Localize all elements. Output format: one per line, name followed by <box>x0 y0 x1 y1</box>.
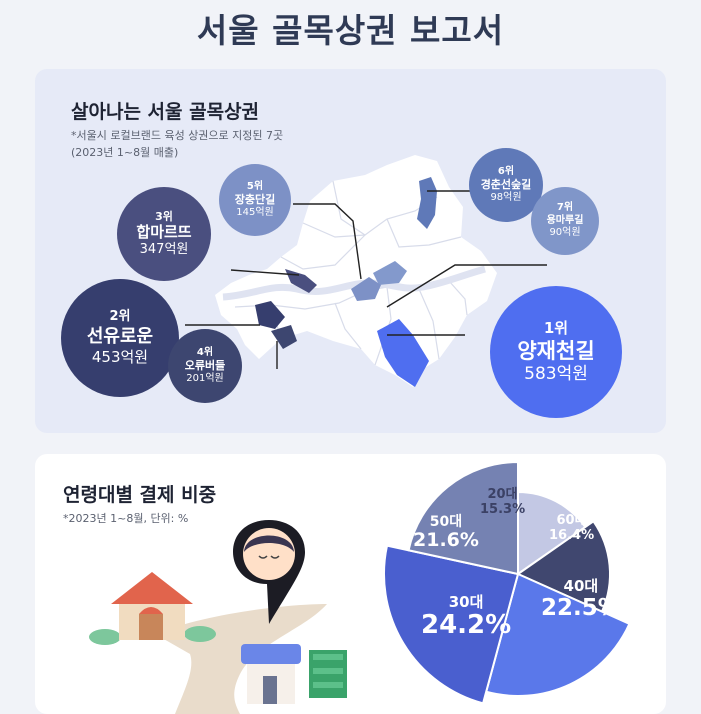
bubble-rank-1: 1위 양재천길 583억원 <box>490 286 622 418</box>
pie-note: *2023년 1~8월, 단위: % <box>63 512 189 525</box>
bubble-rank-3: 3위 합마르뜨 347억원 <box>117 187 211 281</box>
pct-label: 15.3% <box>480 501 526 517</box>
age-label: 60대 <box>556 513 587 528</box>
area-name: 오류버들 <box>184 359 226 373</box>
page-title: 서울 골목상권 보고서 <box>196 11 505 50</box>
bubble-rank-5: 5위 장충단길 145억원 <box>219 164 291 236</box>
area-value: 347억원 <box>139 242 189 258</box>
map-note-1: *서울시 로컬브랜드 육성 상권으로 지정된 7곳 <box>71 129 284 142</box>
pct-label: 16.4% <box>549 527 595 543</box>
district-seonyu <box>255 301 285 329</box>
district-yongmaru <box>373 261 407 285</box>
district-yangjae <box>377 319 429 387</box>
pie-label-40s: 40대 22.5% <box>541 577 621 622</box>
rank-label: 2위 <box>109 309 131 325</box>
bubble-rank-6: 6위 경춘선숲길 98억원 <box>469 148 543 222</box>
house-icon <box>111 572 193 640</box>
area-value: 90억원 <box>549 227 581 239</box>
pie-section-title: 연령대별 결제 비중 <box>63 484 217 506</box>
bubble-rank-4: 4위 오류버들 201억원 <box>168 329 242 403</box>
map-note-2: (2023년 1~8월 매출) <box>71 146 179 159</box>
bubble-rank-7: 7위 용마루길 90억원 <box>531 187 599 255</box>
area-value: 453억원 <box>91 348 149 366</box>
pie-slice <box>484 572 631 697</box>
age-label: 20대 <box>487 487 518 502</box>
age-pie-chart <box>383 460 631 705</box>
money-icon <box>309 650 347 698</box>
pct-label: 24.2% <box>421 610 512 641</box>
rank-label: 3위 <box>155 209 173 223</box>
pie-slice <box>515 519 611 613</box>
bush-icon <box>89 629 121 645</box>
district-jangchung <box>351 277 381 301</box>
area-name: 합마르뜨 <box>136 223 192 242</box>
pct-label: 21.6% <box>413 529 479 552</box>
pie-label-50s: 50대 21.6% <box>413 514 479 552</box>
area-name: 장충단길 <box>234 193 276 207</box>
pie-label-60s: 60대 16.4% <box>549 513 595 544</box>
pie-card: 연령대별 결제 비중 *2023년 1~8월, 단위: % <box>35 454 666 714</box>
pct-label: 22.5% <box>541 595 621 622</box>
pie-label-20s: 20대 15.3% <box>480 487 526 518</box>
pie-slice <box>383 544 520 705</box>
area-name: 선유로운 <box>86 325 154 347</box>
age-label: 50대 <box>429 514 463 530</box>
location-pin-icon <box>233 520 305 624</box>
district-oryu <box>271 325 297 349</box>
area-name: 용마루길 <box>546 214 584 226</box>
area-name: 양재천길 <box>517 338 595 363</box>
rank-label: 7위 <box>556 202 574 214</box>
age-label: 30대 <box>448 593 484 611</box>
age-label: 40대 <box>563 577 599 595</box>
map-section-title: 살아나는 서울 골목상권 <box>71 101 260 123</box>
rank-label: 5위 <box>246 180 264 192</box>
map-card: 살아나는 서울 골목상권 *서울시 로컬브랜드 육성 상권으로 지정된 7곳 (… <box>35 69 666 433</box>
bush-icon <box>184 626 216 642</box>
area-value: 583억원 <box>524 363 588 384</box>
district-gyeongchun <box>417 177 437 229</box>
seoul-map <box>185 155 547 387</box>
leader-lines <box>185 190 547 369</box>
area-value: 145억원 <box>236 206 274 218</box>
illustration-and-pie <box>89 460 631 714</box>
area-value: 98억원 <box>490 191 522 203</box>
pie-label-30s: 30대 24.2% <box>421 593 512 641</box>
pie-slice <box>517 490 587 576</box>
area-name: 경춘선숲길 <box>480 178 532 192</box>
bubble-rank-2: 2위 선유로운 453억원 <box>61 279 179 397</box>
rank-label: 6위 <box>497 165 515 177</box>
rank-label: 1위 <box>543 318 569 337</box>
area-value: 201억원 <box>186 372 224 384</box>
rank-label: 4위 <box>196 346 214 358</box>
shop-icon <box>241 644 301 704</box>
pie-slice <box>407 460 519 576</box>
